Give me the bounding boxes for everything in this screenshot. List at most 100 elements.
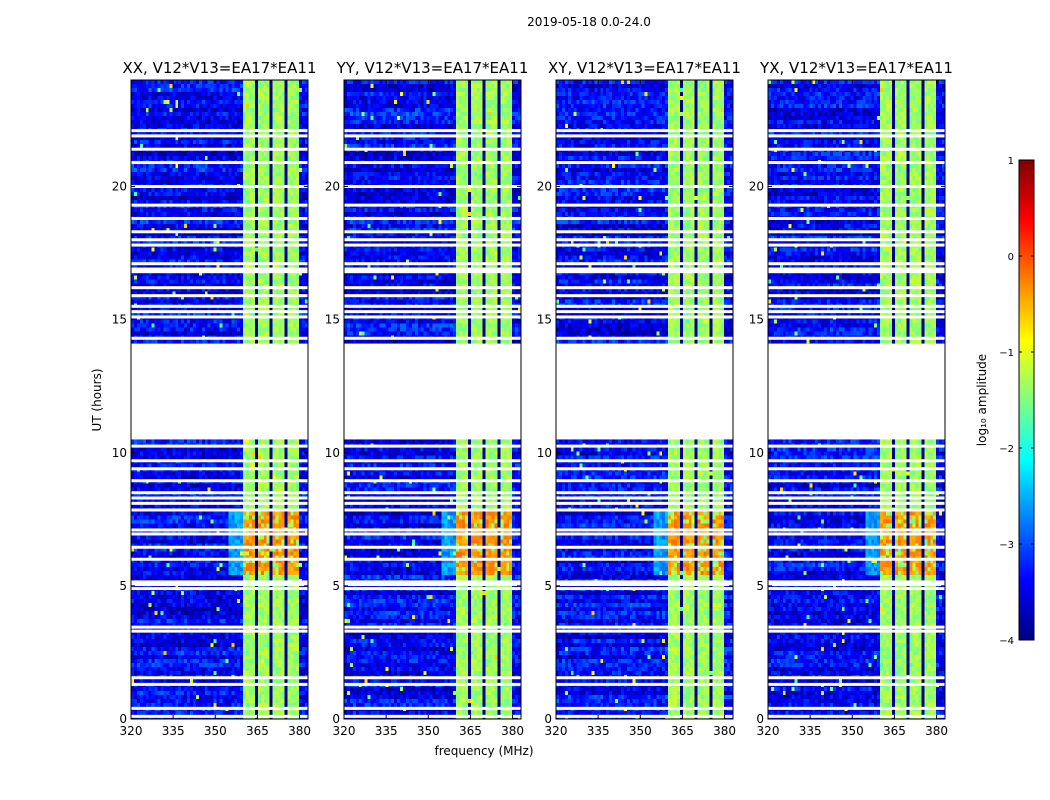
flagged-row <box>556 629 733 633</box>
flagged-row <box>556 147 733 151</box>
flagged-row <box>131 185 308 188</box>
panel-title: XY, V12*V13=EA17*EA11 <box>548 59 741 77</box>
flagged-row <box>556 508 733 512</box>
flagged-row <box>344 459 521 463</box>
x-tick-label: 380 <box>501 724 524 738</box>
flagged-row <box>131 267 308 271</box>
flagged-row <box>556 583 733 587</box>
flagged-row <box>768 682 945 686</box>
flagged-row <box>768 714 945 718</box>
figure-suptitle: 2019-05-18 0.0-24.0 <box>527 15 651 29</box>
flagged-row <box>556 185 733 188</box>
no-data-gap <box>344 343 521 440</box>
flagged-row <box>344 294 521 298</box>
flagged-row <box>344 147 521 151</box>
flagged-row <box>768 262 945 266</box>
y-tick-label: 0 <box>119 712 127 726</box>
y-tick-label: 10 <box>537 446 552 460</box>
flagged-row <box>131 459 308 463</box>
panel-3: XY, V12*V13=EA17*EA11 320 335 350 365 380 0 5 10… <box>537 59 741 738</box>
flagged-row <box>131 682 308 686</box>
flagged-row <box>131 479 308 483</box>
flagged-row <box>556 270 733 274</box>
flagged-row <box>344 267 521 271</box>
flagged-row <box>344 286 521 290</box>
flagged-row <box>556 444 733 448</box>
flagged-row <box>556 310 733 314</box>
y-tick-label: 20 <box>749 180 764 194</box>
flagged-row <box>131 238 308 242</box>
flagged-row <box>344 676 521 680</box>
flagged-row <box>768 304 945 308</box>
flagged-row <box>556 706 733 710</box>
no-data-gap <box>131 343 308 440</box>
flagged-row <box>131 508 308 512</box>
flagged-row <box>344 216 521 220</box>
colorbar-label: log₁₀ amplitude <box>975 354 989 446</box>
flagged-row <box>768 147 945 151</box>
flagged-row <box>556 676 733 680</box>
y-tick-label: 20 <box>112 180 127 194</box>
flagged-row <box>768 625 945 629</box>
colorbar-tick-label: −4 <box>999 636 1014 647</box>
flagged-row <box>768 336 945 340</box>
flagged-row <box>768 185 945 188</box>
flagged-row <box>768 557 945 561</box>
no-data-gap <box>768 343 945 440</box>
flagged-row <box>344 134 521 138</box>
x-tick-label: 365 <box>883 724 906 738</box>
flagged-row <box>556 625 733 629</box>
flagged-row <box>344 243 521 247</box>
flagged-row <box>344 479 521 483</box>
flagged-row <box>556 216 733 220</box>
x-tick-label: 335 <box>375 724 398 738</box>
flagged-row <box>344 467 521 471</box>
y-tick-label: 15 <box>537 313 552 327</box>
flagged-row <box>131 629 308 633</box>
flagged-row <box>768 528 945 532</box>
colorbar-bar <box>1018 159 1035 641</box>
y-tick-label: 5 <box>544 579 552 593</box>
flagged-row <box>344 501 521 505</box>
panel-title: YY, V12*V13=EA17*EA11 <box>336 59 529 77</box>
flagged-row <box>768 459 945 463</box>
x-tick-label: 380 <box>713 724 736 738</box>
flagged-row <box>131 528 308 532</box>
flagged-row <box>768 479 945 483</box>
flagged-row <box>344 528 521 532</box>
flagged-row <box>344 203 521 207</box>
flagged-row <box>131 676 308 680</box>
flagged-row <box>131 304 308 308</box>
flagged-row <box>556 304 733 308</box>
axes-frame <box>555 79 734 720</box>
x-tick-label: 320 <box>757 724 780 738</box>
y-tick-label: 0 <box>332 712 340 726</box>
flagged-row <box>344 315 521 319</box>
x-tick-label: 365 <box>246 724 269 738</box>
flagged-row <box>556 294 733 298</box>
flagged-row <box>344 230 521 234</box>
flagged-row <box>344 682 521 686</box>
flagged-row <box>556 714 733 718</box>
colorbar-tick-label: −3 <box>999 540 1014 551</box>
flagged-row <box>344 625 521 629</box>
flagged-row <box>768 310 945 314</box>
flagged-row <box>768 267 945 271</box>
flagged-row <box>344 496 521 500</box>
flagged-row <box>768 286 945 290</box>
flagged-row <box>556 491 733 495</box>
flagged-row <box>131 262 308 266</box>
y-tick-label: 20 <box>537 180 552 194</box>
flagged-row <box>556 479 733 483</box>
flagged-row <box>131 147 308 151</box>
y-tick-label: 5 <box>119 579 127 593</box>
x-axis-label: frequency (MHz) <box>434 744 533 758</box>
flagged-row <box>768 496 945 500</box>
y-tick-label: 15 <box>325 313 340 327</box>
flagged-row <box>344 238 521 242</box>
flagged-row <box>556 238 733 242</box>
x-tick-label: 350 <box>629 724 652 738</box>
x-tick-label: 320 <box>120 724 143 738</box>
flagged-row <box>556 286 733 290</box>
panel-2: YY, V12*V13=EA17*EA11 320 335 350 365 380 0 5 10… <box>325 59 529 738</box>
